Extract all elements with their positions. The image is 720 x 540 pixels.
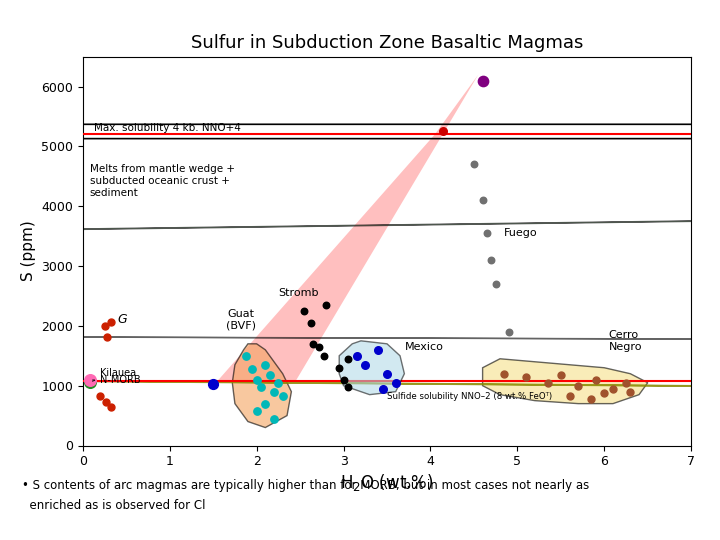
Point	[259, 360, 271, 369]
Point	[313, 342, 325, 351]
Point	[333, 363, 345, 372]
Point	[207, 380, 219, 389]
Point	[94, 392, 106, 400]
Polygon shape	[233, 344, 292, 428]
Point	[99, 321, 111, 330]
Point	[477, 196, 488, 205]
Text: H$_2$O (wt.%): H$_2$O (wt.%)	[340, 472, 434, 493]
Text: Stromb: Stromb	[278, 288, 318, 298]
Point	[277, 392, 289, 400]
Point	[438, 127, 449, 136]
Point	[555, 370, 567, 379]
Point	[382, 369, 393, 378]
Point	[468, 160, 480, 168]
Point	[273, 379, 284, 387]
Point	[259, 399, 271, 408]
Point	[105, 318, 117, 327]
Point	[390, 379, 402, 387]
Point	[490, 280, 501, 288]
Point	[624, 387, 636, 396]
Point	[342, 354, 354, 363]
Point	[84, 378, 96, 387]
Point	[320, 301, 332, 309]
Point	[598, 389, 610, 398]
Point	[84, 376, 96, 384]
Text: Kilauea: Kilauea	[92, 368, 136, 381]
Point	[351, 352, 362, 360]
Text: Mexico: Mexico	[405, 342, 444, 352]
Point	[102, 332, 113, 341]
Point	[503, 328, 514, 336]
Ellipse shape	[0, 375, 720, 388]
Point	[485, 256, 497, 265]
Point	[101, 398, 112, 407]
Point	[585, 395, 597, 403]
Text: G: G	[117, 313, 127, 326]
Point	[305, 319, 316, 327]
Point	[620, 379, 631, 387]
Text: • S contents of arc magmas are typically higher than for MORB, but in most cases: • S contents of arc magmas are typically…	[22, 478, 589, 492]
Point	[372, 346, 384, 354]
Point	[246, 364, 258, 373]
Y-axis label: S (ppm): S (ppm)	[21, 221, 35, 281]
Ellipse shape	[0, 117, 720, 332]
Polygon shape	[482, 359, 648, 403]
Text: Fuego: Fuego	[504, 228, 538, 238]
Text: Sulfide solubility NNO–2 (8 wt.% FeOᵀ): Sulfide solubility NNO–2 (8 wt.% FeOᵀ)	[387, 393, 552, 401]
Point	[338, 375, 349, 384]
Point	[251, 407, 262, 415]
Point	[255, 382, 266, 391]
Point	[240, 352, 252, 360]
Point	[307, 340, 319, 348]
Polygon shape	[217, 75, 478, 381]
Title: Sulfur in Subduction Zone Basaltic Magmas: Sulfur in Subduction Zone Basaltic Magma…	[191, 35, 583, 52]
Point	[299, 307, 310, 315]
Point	[590, 375, 601, 384]
Point	[498, 369, 510, 378]
Ellipse shape	[0, 300, 720, 376]
Text: N-MORB: N-MORB	[93, 375, 141, 384]
Point	[477, 76, 488, 85]
Point	[481, 229, 492, 238]
Text: Guat
(BVF): Guat (BVF)	[226, 309, 256, 331]
Point	[521, 373, 532, 381]
Point	[269, 387, 280, 396]
Point	[572, 381, 584, 390]
Point	[542, 379, 554, 387]
Point	[251, 375, 262, 384]
Text: Melts from mantle wedge +
subducted oceanic crust +
sediment: Melts from mantle wedge + subducted ocea…	[90, 164, 235, 198]
Text: Max. solubility 4 kb. NNO+4: Max. solubility 4 kb. NNO+4	[94, 123, 241, 133]
Text: enriched as is observed for Cl: enriched as is observed for Cl	[22, 498, 205, 512]
Point	[264, 370, 276, 379]
Point	[105, 402, 117, 411]
Point	[319, 352, 330, 360]
Text: Cerro
Negro: Cerro Negro	[608, 330, 642, 352]
Point	[377, 384, 388, 393]
Point	[607, 384, 618, 393]
Point	[342, 382, 354, 391]
Point	[269, 414, 280, 423]
Point	[564, 392, 575, 401]
Point	[359, 360, 371, 369]
Polygon shape	[339, 341, 405, 395]
